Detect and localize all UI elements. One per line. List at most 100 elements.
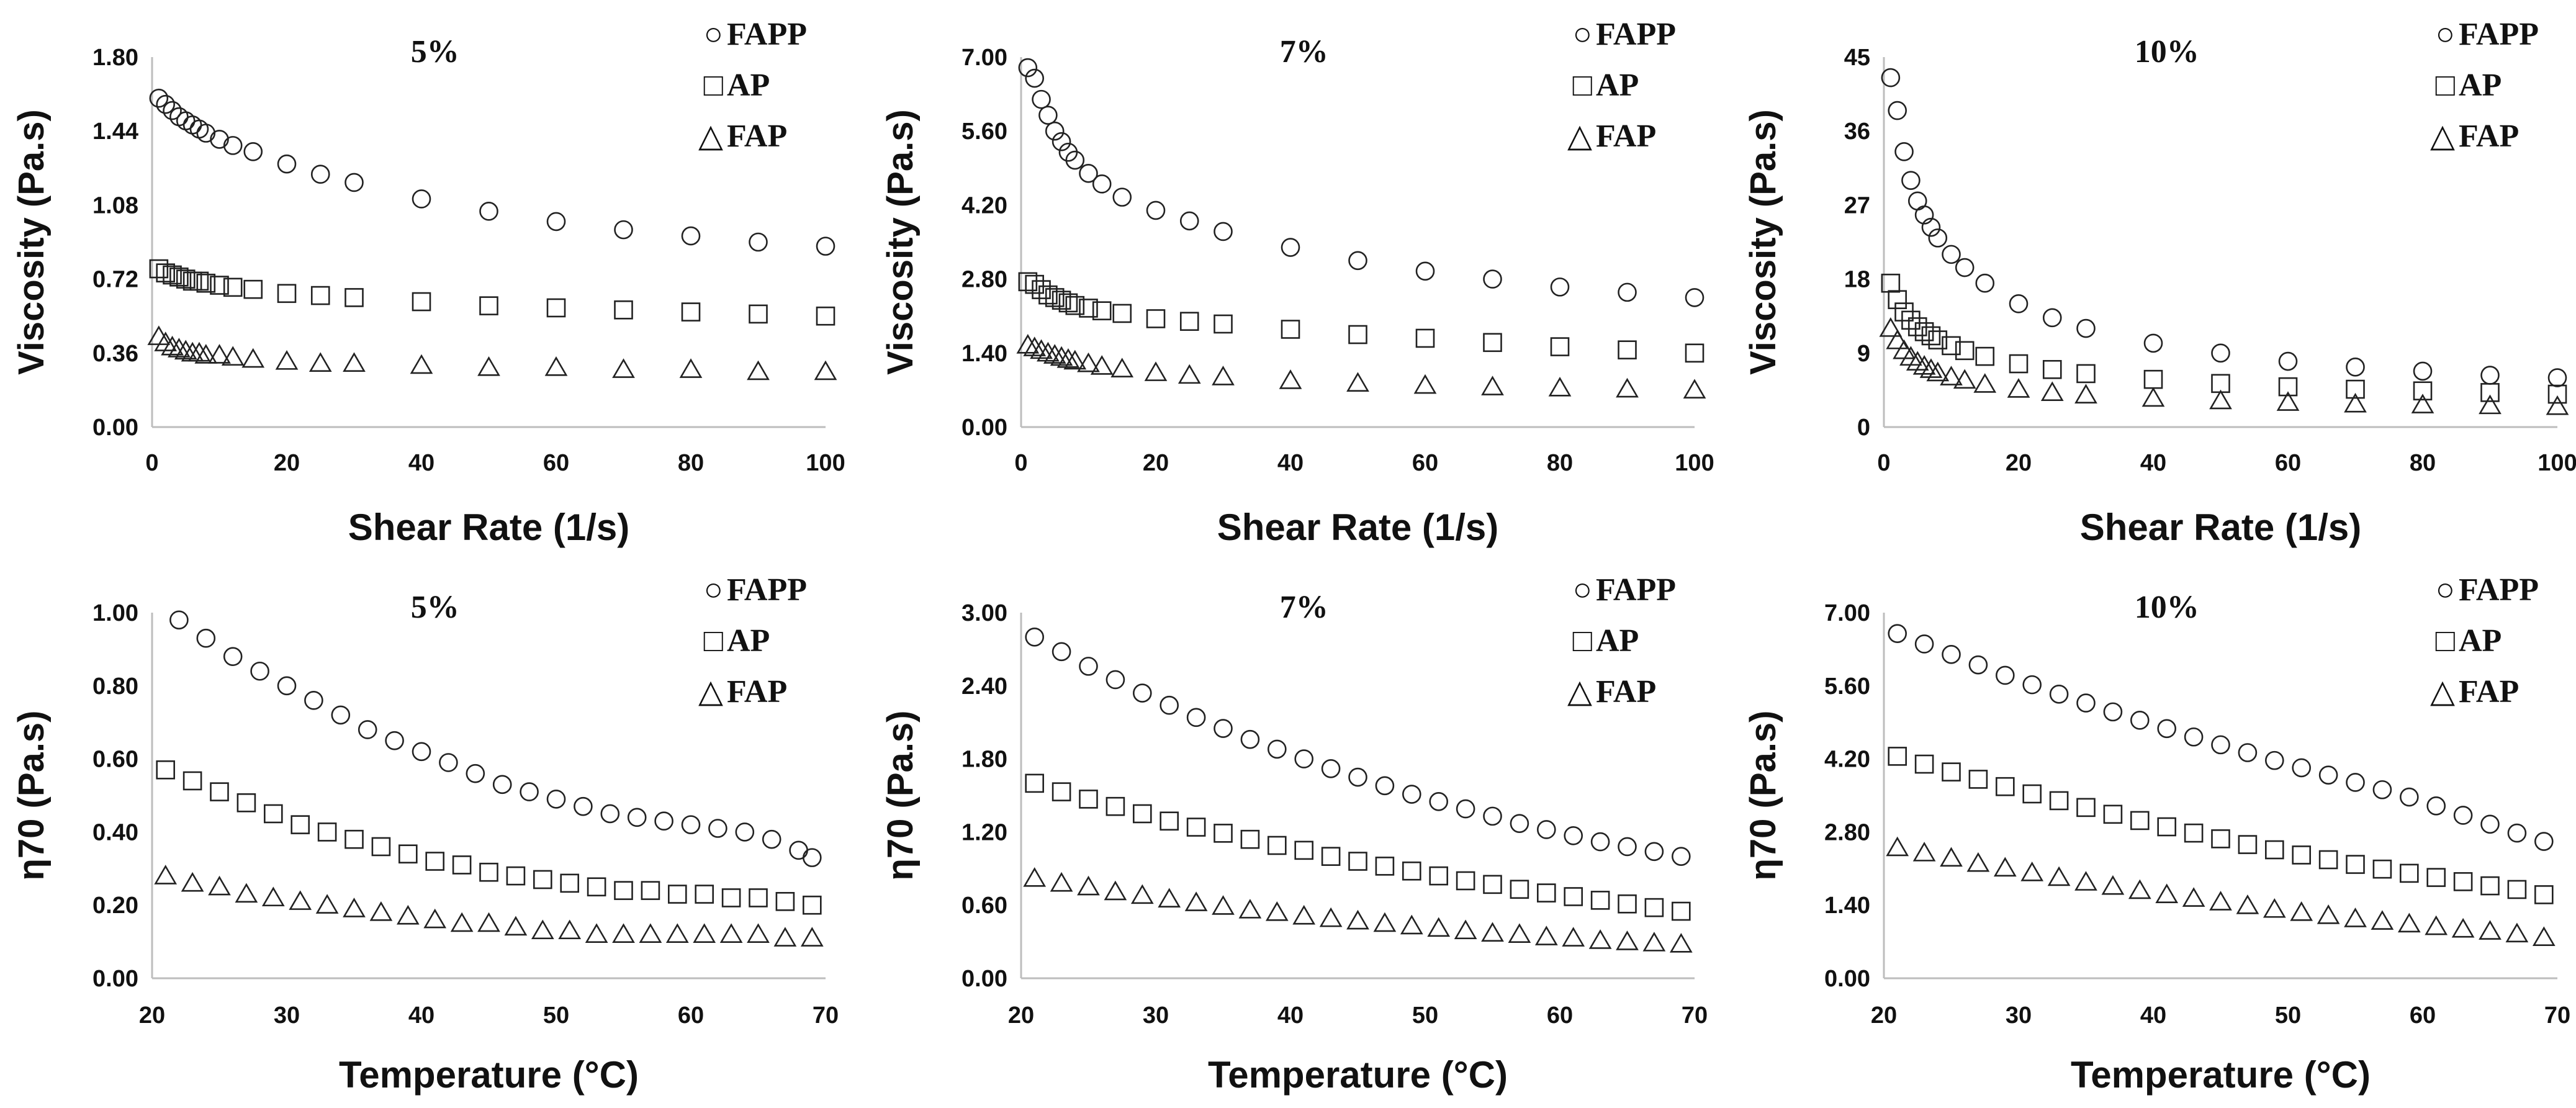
data-point-fap [343,898,366,917]
y-tick-label: 0.36 [92,341,138,367]
data-point-ap [775,892,795,911]
legend-label: AP [727,68,770,103]
data-point-fap [235,883,258,903]
data-point-fapp [1429,792,1448,811]
data-point-fapp [1281,238,1300,257]
data-point-fapp [816,236,835,256]
y-axis-label: Viscosity (Pa.s) [880,109,921,375]
data-point-fapp [277,154,297,174]
data-point-ap [695,885,714,904]
data-point-ap [425,852,445,871]
data-point-fap [477,912,500,932]
data-point-ap [1942,762,1961,781]
y-axis-label: Viscosity (Pa.s) [1743,109,1783,375]
x-tick-label: 70 [813,1002,839,1029]
data-point-fap [1973,373,1997,393]
data-point-fapp [2547,368,2567,387]
data-point-ap [1996,777,2015,796]
data-point-ap [345,829,364,849]
data-point-ap [1975,346,1995,366]
data-point-fapp [331,705,351,725]
data-point-fap [1926,361,1950,382]
data-point-fap [1427,917,1451,937]
legend-label: FAP [2459,119,2519,154]
y-tick-label: 0.60 [92,747,138,773]
x-tick-label: 40 [408,450,435,476]
data-point-fap [2546,395,2569,415]
x-axis-label: Temperature (°C) [339,1054,639,1096]
data-point-ap [317,822,337,842]
x-tick-label: 40 [2140,450,2166,476]
data-point-fap [1063,349,1087,370]
data-point-fap [1144,361,1168,381]
data-point-fapp [1456,799,1475,819]
data-point-ap [156,760,175,780]
data-point-fap [612,923,635,943]
data-point-fap [747,360,770,381]
data-point-fapp [1146,200,1166,220]
data-point-ap [1456,871,1475,891]
data-point-ap [1186,817,1206,837]
panel-title: 7% [1280,590,1328,625]
data-point-fap [1212,895,1235,915]
data-point-fap [1016,334,1040,354]
data-point-ap [681,302,701,322]
data-point-fapp [310,164,330,184]
data-point-ap [1510,880,1529,899]
data-point-ap [2480,876,2500,896]
data-point-fapp [1483,269,1502,289]
legend-label: AP [2459,623,2502,659]
data-point-fapp [520,782,539,801]
data-point-fapp [163,101,182,120]
data-point-fap [1899,346,1922,366]
legend-label: FAP [1596,674,1656,709]
data-point-ap [1112,304,1132,323]
legend-label: AP [2459,68,2502,103]
x-tick-label: 40 [1277,450,1304,476]
data-point-fapp [1685,288,1705,307]
legend-marker-triangle-icon: △ [698,119,723,154]
data-point-fapp [1921,217,1941,237]
data-point-ap [2265,840,2284,860]
y-tick-label: 3.00 [961,600,1007,626]
data-point-fap [544,356,568,376]
data-point-fap [2128,879,2151,899]
data-point-ap [1644,898,1664,917]
data-point-fap [1886,329,1909,349]
y-tick-label: 0.72 [92,267,138,293]
data-point-fapp [627,808,647,827]
data-point-fapp [1160,695,1179,715]
data-point-fap [396,904,420,925]
data-point-ap [1058,293,1078,313]
x-tick-label: 60 [1547,1002,1573,1029]
data-point-fap [693,923,716,943]
data-point-fapp [749,232,768,252]
data-point-ap [1483,875,1502,894]
data-point-fapp [1133,683,1152,703]
data-point-ap [641,881,660,900]
data-point-ap [2292,845,2311,865]
data-point-ap [2009,354,2029,374]
data-point-fapp [1402,785,1421,804]
data-point-fap [2236,894,2259,914]
x-tick-label: 30 [2006,1002,2032,1029]
data-point-fapp [2103,702,2123,722]
data-point-fapp [600,804,620,824]
data-point-fap [1037,341,1060,362]
legend-marker-triangle-icon: △ [2430,674,2455,709]
data-point-ap [614,300,633,320]
data-point-fap [1548,377,1572,397]
data-point-fap [2451,917,2475,938]
data-point-ap [1214,824,1233,843]
data-point-fapp [1321,759,1341,778]
data-point-fap [1212,366,1235,385]
data-point-fap [2007,378,2030,398]
x-tick-label: 80 [678,450,704,476]
data-point-ap [2507,880,2527,899]
data-point-fapp [223,647,243,666]
data-point-fap [719,923,743,943]
data-point-fapp [304,691,323,710]
data-point-fapp [223,136,243,155]
data-point-fap [747,923,770,943]
x-tick-label: 20 [139,1002,165,1029]
